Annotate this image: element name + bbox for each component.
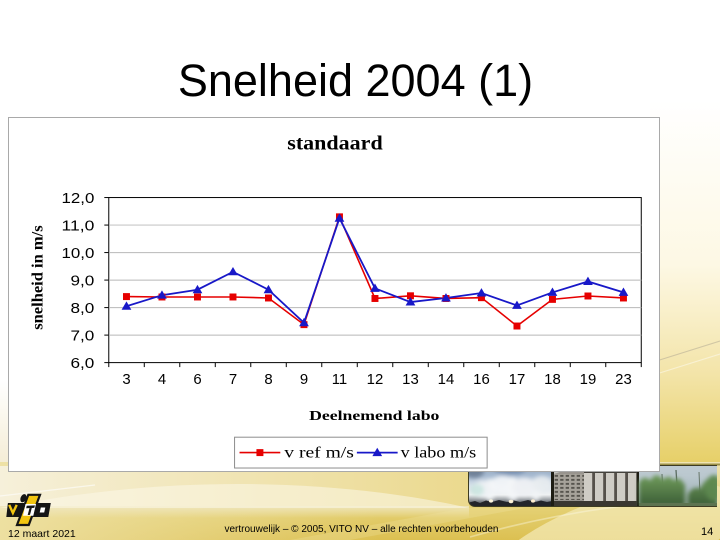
svg-text:18: 18 [544,372,561,388]
svg-text:11: 11 [332,372,347,388]
svg-text:23: 23 [615,372,632,388]
svg-text:v ref m/s: v ref m/s [284,445,354,462]
svg-text:9: 9 [300,372,308,388]
svg-text:Deelnemend labo: Deelnemend labo [309,409,439,424]
svg-text:12,0: 12,0 [62,191,95,207]
svg-text:11,0: 11,0 [62,218,95,234]
svg-text:12: 12 [367,372,384,388]
svg-text:9,0: 9,0 [70,273,94,289]
svg-text:snelheid in m/s: snelheid in m/s [30,225,47,329]
svg-text:3: 3 [122,372,130,388]
svg-text:7: 7 [229,372,237,388]
svg-text:7,0: 7,0 [70,328,94,344]
svg-text:4: 4 [158,372,166,388]
svg-text:19: 19 [580,372,597,388]
svg-text:6: 6 [193,372,201,388]
svg-text:6,0: 6,0 [70,356,94,372]
svg-text:10,0: 10,0 [62,246,95,262]
svg-text:14: 14 [438,372,455,388]
svg-text:16: 16 [473,372,490,388]
svg-text:v labo m/s: v labo m/s [401,445,477,462]
svg-text:standaard: standaard [287,132,382,154]
svg-text:17: 17 [509,372,526,388]
svg-text:8,0: 8,0 [70,301,94,317]
svg-text:13: 13 [402,372,419,388]
svg-text:8: 8 [264,372,272,388]
